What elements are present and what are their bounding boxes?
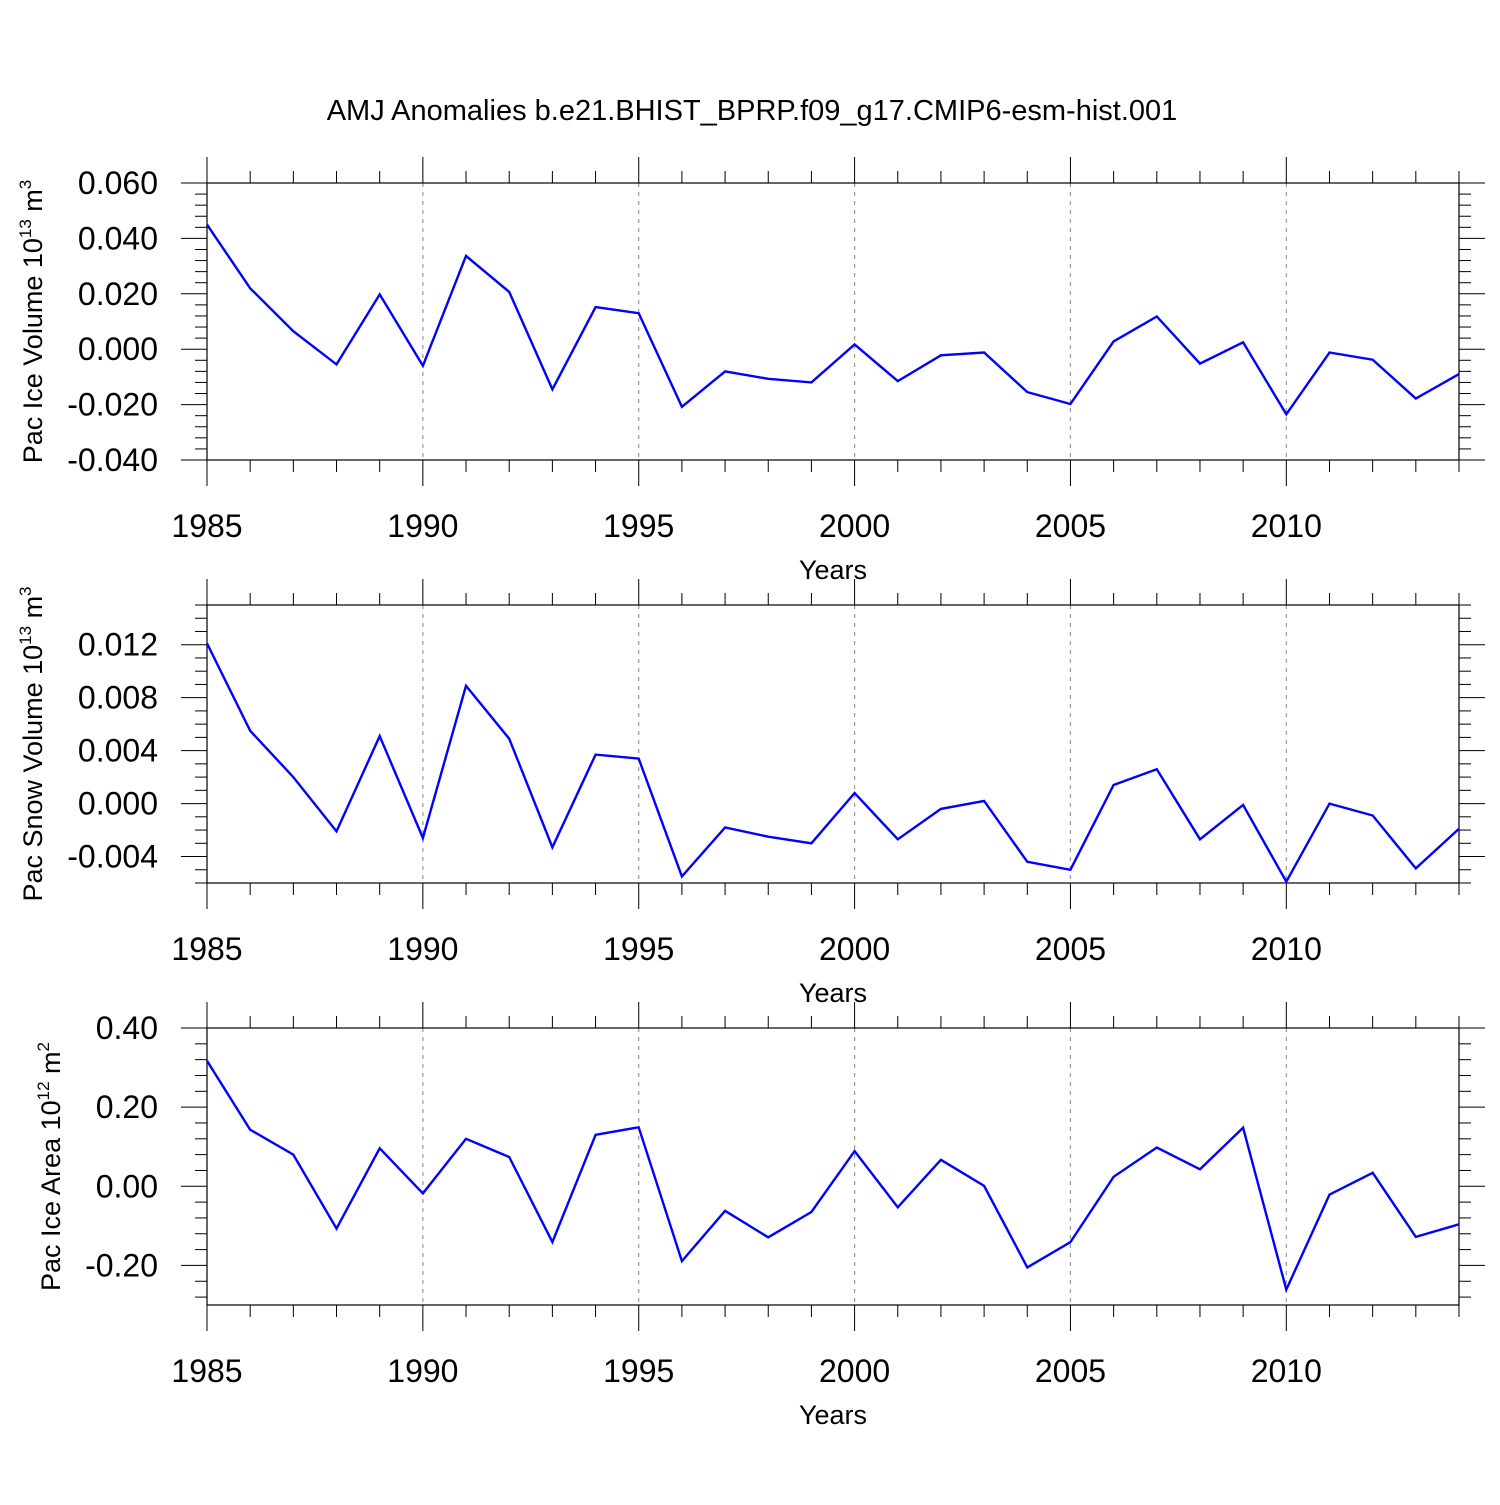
y-axis-title-unit-exponent: 3 bbox=[16, 180, 35, 189]
series-line bbox=[207, 643, 1459, 881]
panel-3: -0.20 0.00 0.20 0.40 1985 1990 1995 2000 2005 201… bbox=[34, 1002, 1485, 1430]
panel-1: -0.040 -0.020 0.000 0.020 0.040 0.060 1985 1990… bbox=[16, 157, 1485, 585]
y-tick-label: -0.004 bbox=[67, 839, 158, 875]
y-tick-label: 0.20 bbox=[96, 1089, 158, 1125]
y-axis-title-exponent: 13 bbox=[16, 626, 35, 645]
panel-2: -0.004 0.000 0.004 0.008 0.012 1985 1990 1995 20… bbox=[16, 579, 1485, 1008]
x-tick-label: 1990 bbox=[387, 508, 458, 544]
x-tick-label: 2005 bbox=[1035, 931, 1106, 967]
y-tick-label: 0.060 bbox=[78, 165, 158, 201]
x-tick-label: 1990 bbox=[387, 931, 458, 967]
y-tick-label: 0.040 bbox=[78, 220, 158, 256]
plot-frame bbox=[207, 1028, 1459, 1305]
y-tick-label: -0.020 bbox=[67, 387, 158, 423]
y-axis-title: Pac Ice Volume 1013 m3 bbox=[16, 180, 48, 464]
y-tick-label: 0.004 bbox=[78, 733, 158, 769]
x-tick-label: 2005 bbox=[1035, 1353, 1106, 1389]
y-tick-label: -0.040 bbox=[67, 442, 158, 478]
x-axis-title: Years bbox=[799, 555, 867, 585]
y-tick-label: 0.000 bbox=[78, 786, 158, 822]
y-tick-label: 0.000 bbox=[78, 331, 158, 367]
y-axis-title-unit-exponent: 3 bbox=[16, 586, 35, 595]
y-tick-label: 0.012 bbox=[78, 627, 158, 663]
x-tick-label: 1995 bbox=[603, 931, 674, 967]
y-axis-title-unit: m bbox=[36, 1051, 66, 1081]
x-tick-label: 2010 bbox=[1251, 931, 1322, 967]
y-axis-title: Pac Snow Volume 1013 m3 bbox=[16, 586, 48, 901]
panels: -0.040 -0.020 0.000 0.020 0.040 0.060 1985 1990… bbox=[16, 157, 1485, 1430]
x-tick-label: 1985 bbox=[171, 931, 242, 967]
series-line bbox=[207, 1061, 1459, 1290]
x-tick-label: 1985 bbox=[171, 1353, 242, 1389]
x-tick-label: 2010 bbox=[1251, 1353, 1322, 1389]
x-tick-label: 2000 bbox=[819, 931, 890, 967]
y-tick-label: 0.00 bbox=[96, 1168, 158, 1204]
y-axis-title-unit: m bbox=[18, 596, 48, 626]
y-tick-label: 0.40 bbox=[96, 1010, 158, 1046]
y-axis-title: Pac Ice Area 1012 m2 bbox=[34, 1042, 66, 1291]
x-axis-title: Years bbox=[799, 1400, 867, 1430]
y-axis-title-main: Pac Snow Volume 10 bbox=[18, 645, 48, 902]
y-tick-label: 0.020 bbox=[78, 276, 158, 312]
x-tick-label: 1995 bbox=[603, 1353, 674, 1389]
y-tick-label: -0.20 bbox=[85, 1247, 158, 1283]
x-tick-label: 1990 bbox=[387, 1353, 458, 1389]
x-tick-label: 2000 bbox=[819, 1353, 890, 1389]
plot-frame bbox=[207, 605, 1459, 883]
series-line bbox=[207, 225, 1459, 415]
y-axis-title-unit-exponent: 2 bbox=[34, 1042, 53, 1051]
y-axis-title-exponent: 13 bbox=[16, 219, 35, 238]
y-axis-title-main: Pac Ice Volume 10 bbox=[18, 238, 48, 463]
y-tick-label: 0.008 bbox=[78, 680, 158, 716]
y-axis-title-unit: m bbox=[18, 189, 48, 219]
x-tick-label: 2005 bbox=[1035, 508, 1106, 544]
x-tick-label: 2010 bbox=[1251, 508, 1322, 544]
y-axis-title-main: Pac Ice Area 10 bbox=[36, 1100, 66, 1291]
x-tick-label: 2000 bbox=[819, 508, 890, 544]
figure-title: AMJ Anomalies b.e21.BHIST_BPRP.f09_g17.C… bbox=[327, 95, 1178, 127]
x-tick-label: 1985 bbox=[171, 508, 242, 544]
x-tick-label: 1995 bbox=[603, 508, 674, 544]
y-axis-title-exponent: 12 bbox=[34, 1081, 53, 1100]
x-axis-title: Years bbox=[799, 978, 867, 1008]
